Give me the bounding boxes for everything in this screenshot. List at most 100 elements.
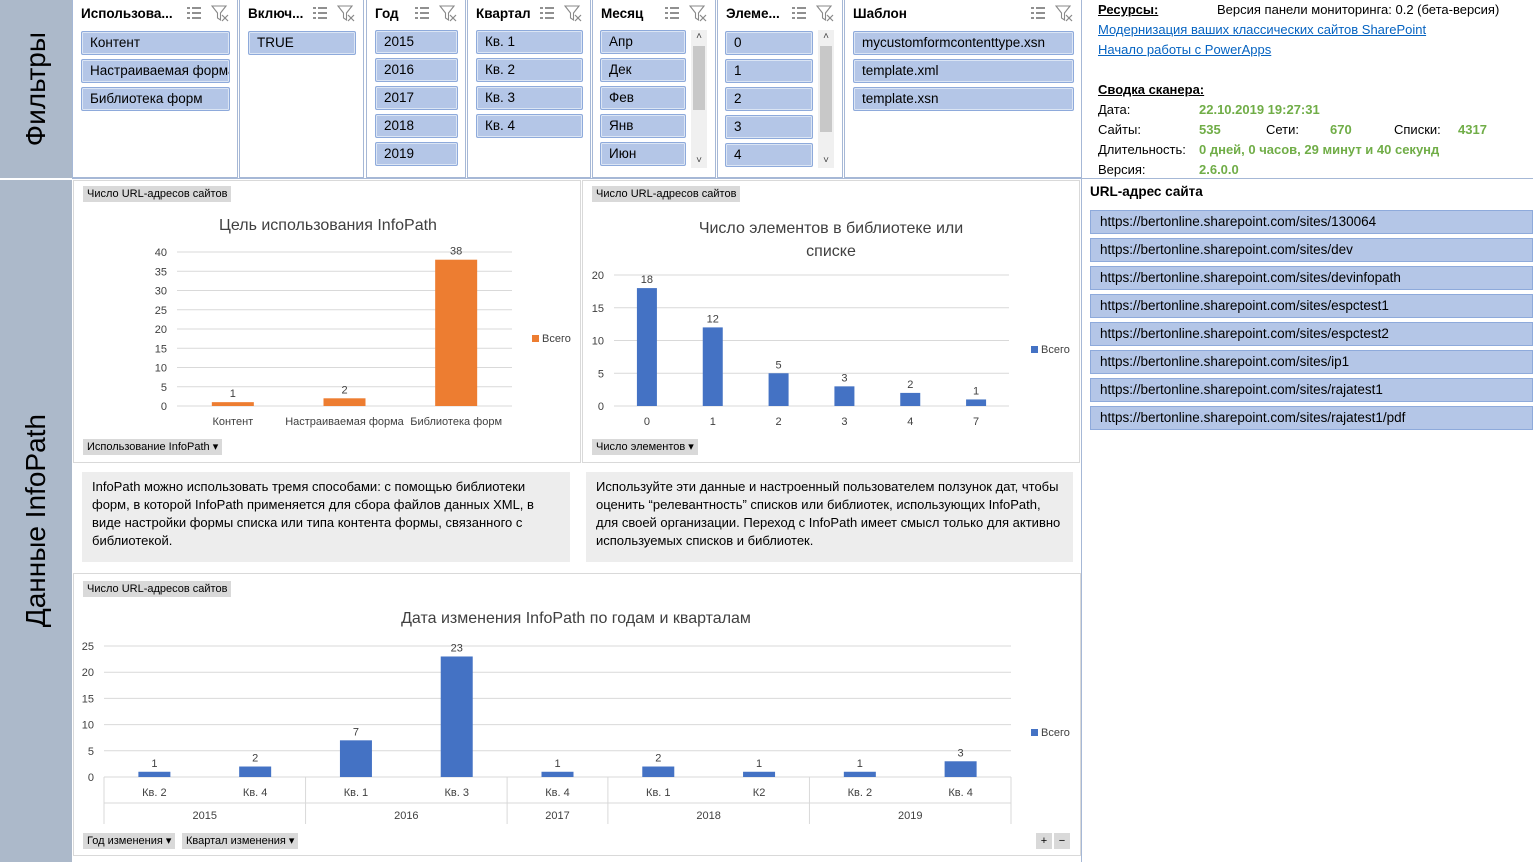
url-item[interactable]: https://bertonline.sharepoint.com/sites/… [1090,266,1533,290]
slicer-year-item[interactable]: 2019 [375,142,458,166]
url-item[interactable]: https://bertonline.sharepoint.com/sites/… [1090,238,1533,262]
slicer-quarter-item[interactable]: Кв. 1 [476,30,583,54]
slicer-enabled-item[interactable]: TRUE [248,31,356,55]
multi-select-icon[interactable] [1029,4,1047,22]
data-label: 5 [776,359,782,371]
slicer-elements-title: Элеме... [726,5,780,21]
clear-filter-icon[interactable] [816,4,834,22]
clear-filter-icon[interactable] [564,4,582,22]
url-item[interactable]: https://bertonline.sharepoint.com/sites/… [1090,350,1533,374]
resources-panel: Ресурсы: Версия панели мониторинга: 0.2 … [1090,0,1533,178]
slicer-month-title: Месяц [601,5,644,21]
multi-select-icon[interactable] [790,4,808,22]
url-item[interactable]: https://bertonline.sharepoint.com/sites/… [1090,210,1533,234]
usage-field-button[interactable]: Использование InfoPath [83,439,223,455]
chart-elements-area: Число URL-адресов сайтов Число элементов… [582,180,1080,463]
url-item[interactable]: https://bertonline.sharepoint.com/sites/… [1090,294,1533,318]
slicer-elements-item[interactable]: 3 [725,115,813,139]
x-tick-label: Кв. 3 [444,787,468,799]
slicer-template-item[interactable]: mycustomformcontenttype.xsn [853,31,1074,55]
slicer-usage-item[interactable]: Настраиваемая форма [81,59,230,83]
slicer-month-item[interactable]: Июн [600,142,686,166]
group-label: 2015 [193,810,217,822]
bar [834,386,855,406]
slicer-quarter-item[interactable]: Кв. 2 [476,58,583,82]
multi-select-icon[interactable] [538,4,556,22]
legend-swatch [1031,346,1038,353]
values-field-button[interactable]: Число URL-адресов сайтов [83,186,232,202]
collapse-button[interactable]: − [1054,833,1070,849]
url-item[interactable]: https://bertonline.sharepoint.com/sites/… [1090,322,1533,346]
y-tick-label: 20 [592,270,604,282]
filters-label: Фильтры [20,31,51,147]
slicer-month-item[interactable]: Янв [600,114,686,138]
legend-swatch [532,335,539,342]
expand-button[interactable]: + [1036,833,1052,849]
bar [843,771,876,777]
clear-filter-icon[interactable] [689,4,707,22]
x-tick-label: Кв. 2 [142,787,166,799]
data-label: 23 [451,642,463,654]
multi-select-icon[interactable] [185,4,203,22]
y-tick-label: 25 [155,305,167,317]
slicer-elements: Элеме... 0 1 2 3 4 ˄ ˅ [717,0,843,178]
slicer-usage-item[interactable]: Контент [81,31,230,55]
multi-select-icon[interactable] [311,4,329,22]
slicer-elements-item[interactable]: 1 [725,59,813,83]
x-tick-label: 1 [710,416,716,428]
url-item[interactable]: https://bertonline.sharepoint.com/sites/… [1090,406,1533,430]
slicer-enabled: Включ... TRUE [239,0,364,178]
x-tick-label: Кв. 1 [646,787,670,799]
slicer-year: Год 2015 2016 2017 2018 2019 [366,0,466,178]
lists-value: 4317 [1458,122,1487,137]
slicer-month-item[interactable]: Дек [600,58,686,82]
slicer-elements-item[interactable]: 0 [725,31,813,55]
legend-label: Всего [1041,727,1070,739]
slicer-year-item[interactable]: 2017 [375,86,458,110]
slicer-year-item[interactable]: 2015 [375,30,458,54]
slicer-year-item[interactable]: 2016 [375,58,458,82]
slicer-month-scrollbar[interactable]: ˄ ˅ [691,30,707,168]
y-tick-label: 25 [82,641,94,653]
bar [900,392,921,406]
modernization-link[interactable]: Модернизация ваших классических сайтов S… [1098,22,1427,37]
slicer-year-item[interactable]: 2018 [375,114,458,138]
elements-field-button[interactable]: Число элементов [592,439,698,455]
slicer-template-item[interactable]: template.xml [853,59,1074,83]
scroll-up-icon[interactable]: ˄ [696,31,702,42]
bar [642,766,675,777]
values-field-button[interactable]: Число URL-адресов сайтов [592,186,741,202]
quarter-field-button[interactable]: Квартал изменения [182,833,299,849]
slicer-elements-item[interactable]: 4 [725,143,813,167]
clear-filter-icon[interactable] [1055,4,1073,22]
bar [435,259,478,406]
url-item[interactable]: https://bertonline.sharepoint.com/sites/… [1090,378,1533,402]
x-tick-label: Кв. 4 [948,787,972,799]
slicer-quarter-item[interactable]: Кв. 3 [476,86,583,110]
clear-filter-icon[interactable] [337,4,355,22]
multi-select-icon[interactable] [663,4,681,22]
bar [239,766,272,777]
clear-filter-icon[interactable] [439,4,457,22]
date-label: Дата: [1098,102,1131,117]
slicer-elements-scrollbar[interactable]: ˄ ˅ [818,30,834,168]
data-label: 12 [707,313,719,325]
multi-select-icon[interactable] [413,4,431,22]
slicer-usage-item[interactable]: Библиотека форм [81,87,230,111]
slicer-month-item[interactable]: Апр [600,30,686,54]
x-tick-label: Библиотека форм [410,416,502,428]
year-field-button[interactable]: Год изменения [83,833,176,849]
scroll-down-icon[interactable]: ˅ [823,155,829,166]
powerapps-link[interactable]: Начало работы с PowerApps [1098,42,1272,57]
scroll-down-icon[interactable]: ˅ [696,155,702,166]
version-value: 2.6.0.0 [1199,162,1239,177]
slicer-template-item[interactable]: template.xsn [853,87,1074,111]
slicer-elements-item[interactable]: 2 [725,87,813,111]
slicer-month-item[interactable]: Фев [600,86,686,110]
clear-filter-icon[interactable] [211,4,229,22]
slicer-quarter-item[interactable]: Кв. 4 [476,114,583,138]
values-field-button[interactable]: Число URL-адресов сайтов [83,581,232,597]
scroll-up-icon[interactable]: ˄ [823,31,829,42]
data-label: 7 [353,726,359,738]
